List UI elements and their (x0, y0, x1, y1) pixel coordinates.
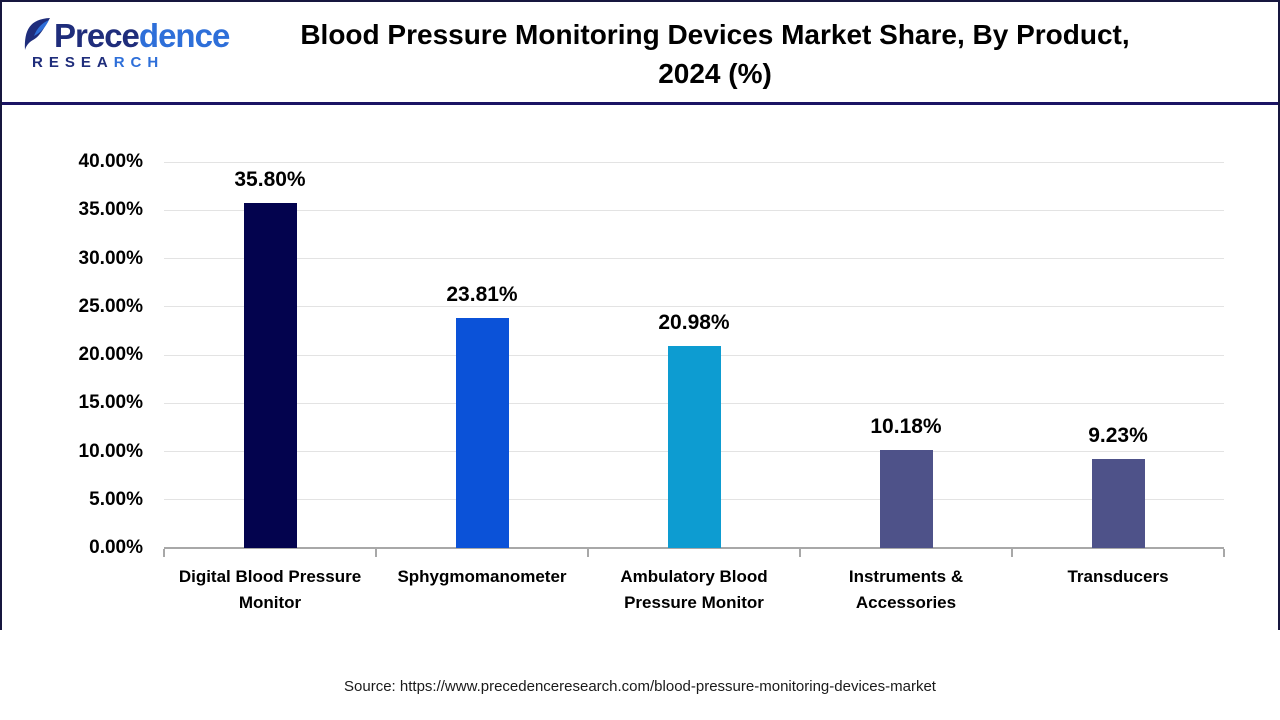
chart-frame: Precedence RESEARCH Blood Pressure Monit… (0, 0, 1280, 630)
x-axis-tick (375, 549, 377, 557)
x-axis-category-label: Instruments & Accessories (848, 567, 964, 612)
y-axis-tick-label: 40.00% (78, 151, 143, 172)
gridline (164, 258, 1224, 259)
logo-research-text: RESEARCH (32, 54, 165, 71)
chart-title: Blood Pressure Monitoring Devices Market… (162, 15, 1268, 93)
bar (667, 345, 721, 548)
y-axis-tick-label: 10.00% (78, 440, 143, 462)
bar-value-label: 23.81% (446, 283, 518, 307)
y-axis-tick-label: 15.00% (78, 392, 143, 414)
x-axis-category-label: Ambulatory Blood Pressure Monitor (620, 567, 768, 612)
gridline (164, 306, 1224, 308)
chart-title-line1: Blood Pressure Monitoring Devices Market… (300, 19, 1130, 50)
x-axis-category-label: Sphygmomanometer (397, 567, 567, 586)
y-axis-tick-label: 5.00% (89, 488, 143, 510)
bar (879, 449, 933, 548)
source-text: Source: https://www.precedenceresearch.c… (344, 678, 936, 695)
bar-chart: 0.00% 5.00% 10.00% 15.00% 20.00% 25.00% 30.00%… (2, 110, 1278, 630)
x-axis-category-label: Transducers (1067, 567, 1169, 586)
y-axis-tick-label: 0.00% (89, 537, 143, 558)
header: Precedence RESEARCH Blood Pressure Monit… (2, 2, 1278, 105)
bar (455, 318, 509, 548)
chart-title-line2: 2024 (%) (658, 58, 772, 89)
brand-logo: Precedence RESEARCH (22, 16, 232, 71)
bar (243, 202, 297, 548)
x-axis-tick (799, 549, 801, 557)
x-axis-tick (1011, 549, 1013, 557)
y-axis-tick-label: 25.00% (78, 295, 143, 317)
x-axis-tick (587, 549, 589, 557)
x-axis-category-label: Digital Blood Pressure Monitor (178, 567, 362, 612)
y-axis-tick-label: 35.00% (78, 199, 143, 221)
x-axis-line (164, 547, 1224, 549)
x-axis-tick (1223, 549, 1225, 557)
bar-value-label: 35.80% (234, 167, 306, 191)
bar-value-label: 10.18% (870, 414, 942, 438)
x-axis-tick (163, 549, 165, 557)
logo-leaf-icon (24, 18, 50, 50)
bar-value-label: 9.23% (1088, 423, 1148, 447)
y-axis-tick-label: 30.00% (78, 247, 143, 269)
y-axis-tick-label: 20.00% (78, 344, 143, 365)
bar-value-label: 20.98% (658, 310, 730, 334)
logo-brand-text: Precedence (54, 17, 230, 54)
bar (1091, 458, 1145, 548)
gridline (164, 161, 1224, 163)
gridline (164, 209, 1224, 211)
